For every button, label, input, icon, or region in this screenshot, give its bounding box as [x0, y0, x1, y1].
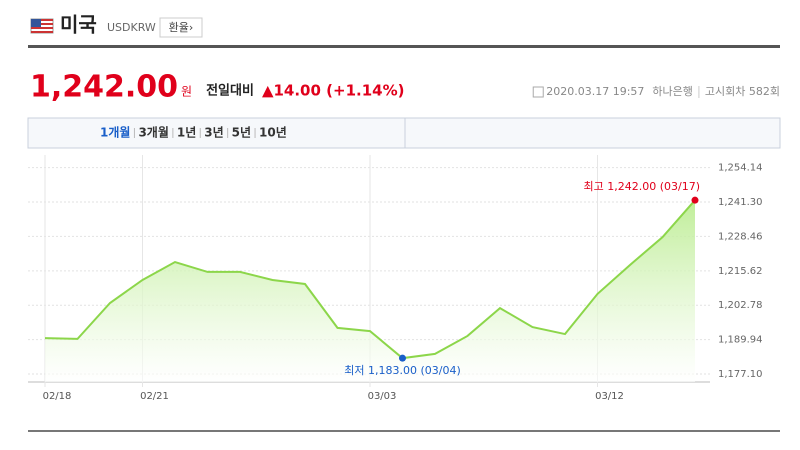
tab[interactable]: 3년 — [204, 126, 223, 140]
bottom-divider — [28, 430, 780, 432]
annotation: 최고 1,242.00 (03/17) — [583, 180, 700, 193]
annotation: 최저 1,183.00 (03/04) — [344, 364, 461, 377]
rate-button[interactable] — [159, 17, 203, 38]
y-tick-label: 1,241.30 — [718, 197, 763, 208]
extreme-marker — [399, 354, 406, 362]
change: ▲14.00 (+1.14%) — [262, 82, 405, 100]
y-tick-label: 1,215.62 — [718, 266, 763, 277]
tab[interactable]: 3개월 — [138, 125, 168, 140]
title: 미국 — [60, 13, 97, 37]
code: USDKRW — [107, 21, 156, 34]
tab[interactable]: 1년 — [177, 126, 196, 140]
divider — [28, 45, 780, 48]
tab[interactable]: 5년 — [232, 126, 251, 140]
tab[interactable]: 1개월 — [100, 125, 130, 140]
chart: 1,177.10 1,189.94 1,202.78 1,215.62 1,228.46… — [28, 155, 763, 402]
x-tick-label: 02/18 — [43, 391, 72, 402]
area-line — [44, 199, 696, 360]
x-tick-label: 03/03 — [368, 391, 397, 402]
tab[interactable]: 10년 — [259, 126, 287, 140]
y-tick-label: 1,202.78 — [718, 300, 763, 311]
y-tick-label: 1,228.46 — [718, 231, 763, 242]
tab-bar — [27, 117, 781, 149]
y-tick-label: 1,177.10 — [718, 369, 763, 380]
price-unit: 원 — [181, 85, 192, 99]
info-icon — [532, 86, 544, 98]
x-tick-label: 02/21 — [140, 391, 169, 402]
price: 1,242.00 — [30, 70, 178, 105]
info-bank: 하나은행 — [652, 84, 692, 98]
y-tick-label: 1,189.94 — [718, 335, 763, 346]
y-tick-label: 1,254.14 — [718, 163, 763, 174]
extreme-marker — [691, 196, 699, 204]
rate-button-label[interactable]: 환율› — [169, 21, 194, 34]
change-label: 전일대비 — [206, 83, 254, 99]
info-date: 2020.03.17 19:57 — [546, 85, 644, 98]
tabs: 1개월 3개월 1년 3년 5년 10년 — [100, 125, 287, 140]
area-fill — [45, 200, 695, 382]
flag — [30, 18, 54, 34]
info-round: 고시회차 582회 — [705, 85, 780, 98]
x-tick-label: 03/12 — [595, 391, 624, 402]
